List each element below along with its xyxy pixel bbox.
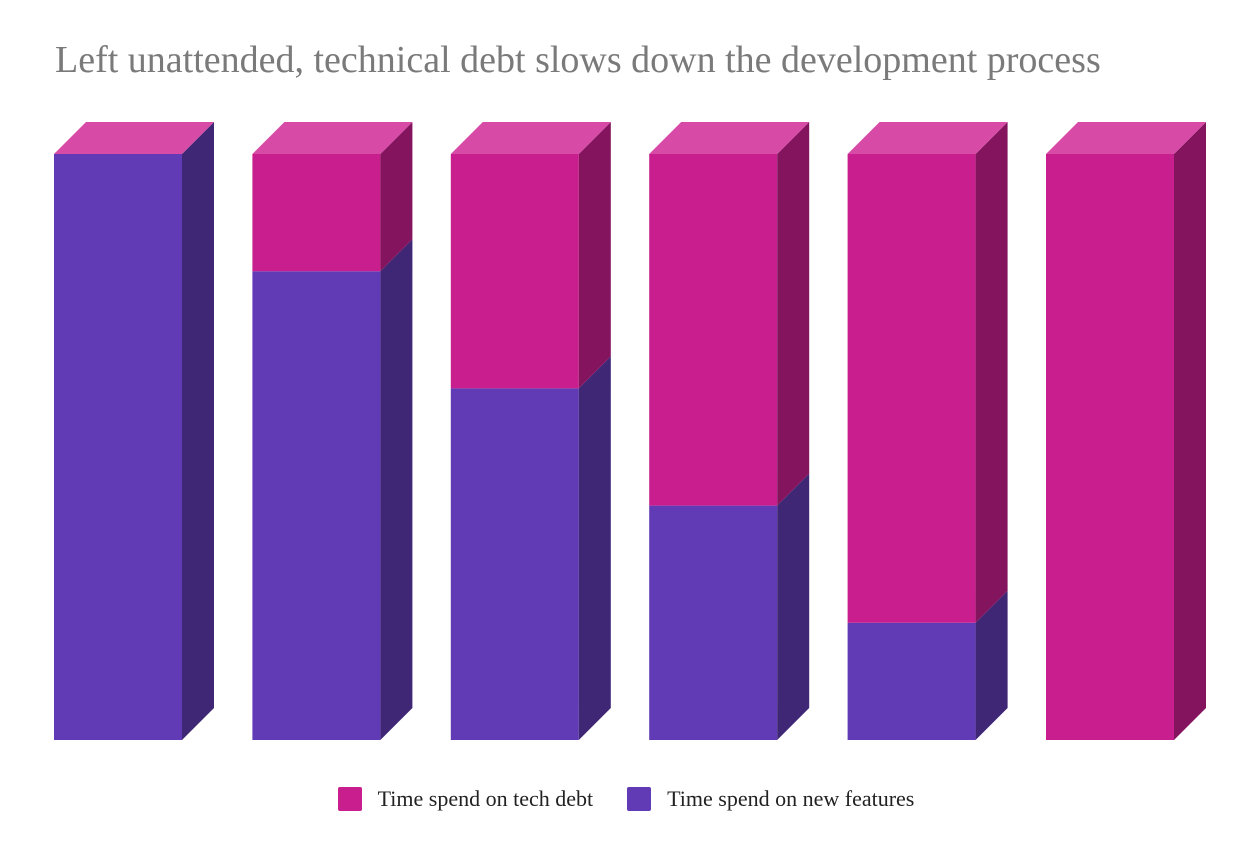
bar-debt-side-2 [380, 122, 413, 272]
bar-top-face-2 [252, 122, 413, 154]
bar-debt-front-4 [649, 154, 778, 506]
bar-top-face-1 [54, 122, 214, 154]
bar-top-face-5 [847, 122, 1008, 154]
bar-top-face-6 [1046, 122, 1206, 154]
bar-features-side-4 [777, 473, 810, 740]
legend-item-tech-debt[interactable]: Time spend on tech debt [337, 786, 594, 812]
chart-title: Left unattended, technical debt slows do… [55, 39, 1101, 81]
bar-debt-side-3 [578, 122, 611, 389]
bar-debt-side-6 [1174, 122, 1206, 740]
bar-debt-side-4 [777, 122, 810, 506]
legend: Time spend on tech debt Time spend on ne… [0, 786, 1252, 812]
bar-top-face-4 [649, 122, 810, 154]
bar-features-side-1 [182, 122, 214, 740]
legend-item-new-features[interactable]: Time spend on new features [627, 786, 914, 812]
bar-debt-front-5 [847, 154, 976, 623]
bar-debt-front-2 [252, 154, 381, 272]
legend-label-tech-debt: Time spend on tech debt [377, 786, 594, 811]
bar-features-front-2 [252, 271, 381, 740]
bar-features-front-1 [54, 154, 182, 740]
bar-debt-front-6 [1046, 154, 1174, 740]
bar-debt-side-5 [975, 122, 1008, 623]
bar-features-side-5 [975, 590, 1008, 740]
bar-top-face-3 [450, 122, 611, 154]
bar-features-front-4 [649, 505, 778, 740]
bar-features-side-2 [380, 239, 413, 740]
legend-swatch-new-features [627, 787, 652, 811]
legend-label-new-features: Time spend on new features [667, 786, 915, 811]
bars-group [54, 122, 1206, 740]
bar-features-front-5 [847, 622, 976, 740]
bar-features-side-3 [578, 356, 611, 740]
legend-swatch-tech-debt [337, 787, 362, 811]
bar-features-front-3 [450, 388, 579, 740]
bar-debt-front-3 [450, 154, 579, 389]
